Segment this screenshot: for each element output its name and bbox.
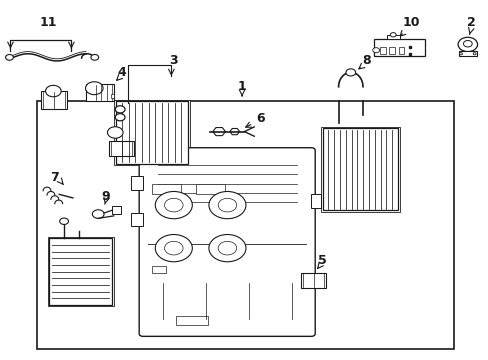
Circle shape <box>208 192 245 219</box>
Text: 11: 11 <box>40 17 57 30</box>
Text: 2: 2 <box>466 17 475 30</box>
Circle shape <box>389 33 395 37</box>
Text: 10: 10 <box>402 17 419 30</box>
Circle shape <box>115 106 125 113</box>
Bar <box>388 47 394 54</box>
Bar <box>111 94 114 98</box>
Circle shape <box>107 127 123 138</box>
Bar <box>195 184 224 194</box>
Circle shape <box>164 198 183 212</box>
Bar <box>47 237 114 306</box>
Bar <box>176 316 207 325</box>
Bar <box>152 266 166 273</box>
Circle shape <box>472 53 475 55</box>
Bar <box>114 100 189 165</box>
Bar <box>131 176 143 190</box>
Text: 8: 8 <box>361 54 370 67</box>
Bar <box>311 194 321 208</box>
Circle shape <box>372 48 379 53</box>
Bar <box>320 127 399 212</box>
Text: 7: 7 <box>50 171 59 184</box>
Text: 1: 1 <box>237 80 246 93</box>
Circle shape <box>218 241 236 255</box>
Text: 4: 4 <box>117 66 126 79</box>
Bar <box>86 84 114 101</box>
Bar <box>112 206 121 214</box>
Text: 5: 5 <box>117 125 126 138</box>
Bar <box>41 91 67 109</box>
Circle shape <box>85 82 103 95</box>
Bar <box>386 35 399 39</box>
Bar <box>373 39 424 56</box>
Bar <box>109 141 134 156</box>
Bar <box>301 273 326 288</box>
Bar <box>322 128 397 211</box>
Text: 5: 5 <box>318 254 326 267</box>
Circle shape <box>92 210 104 219</box>
Circle shape <box>463 41 471 47</box>
Text: 6: 6 <box>255 112 264 125</box>
Circle shape <box>164 241 183 255</box>
Circle shape <box>91 54 99 60</box>
Circle shape <box>155 192 192 219</box>
Circle shape <box>457 37 477 51</box>
Circle shape <box>5 54 13 60</box>
Text: 9: 9 <box>101 190 110 203</box>
Circle shape <box>459 53 462 55</box>
Bar <box>398 47 404 54</box>
Bar <box>49 238 112 305</box>
Circle shape <box>60 218 68 225</box>
Bar <box>131 213 143 226</box>
Bar <box>37 101 453 348</box>
Circle shape <box>218 198 236 212</box>
Bar <box>116 101 187 164</box>
FancyBboxPatch shape <box>139 148 315 336</box>
Bar <box>379 47 385 54</box>
Circle shape <box>155 234 192 262</box>
Bar <box>152 184 181 194</box>
Circle shape <box>345 69 355 76</box>
Circle shape <box>208 234 245 262</box>
Text: 3: 3 <box>169 54 178 67</box>
Bar <box>458 51 476 56</box>
Circle shape <box>45 85 61 97</box>
Circle shape <box>115 114 125 121</box>
